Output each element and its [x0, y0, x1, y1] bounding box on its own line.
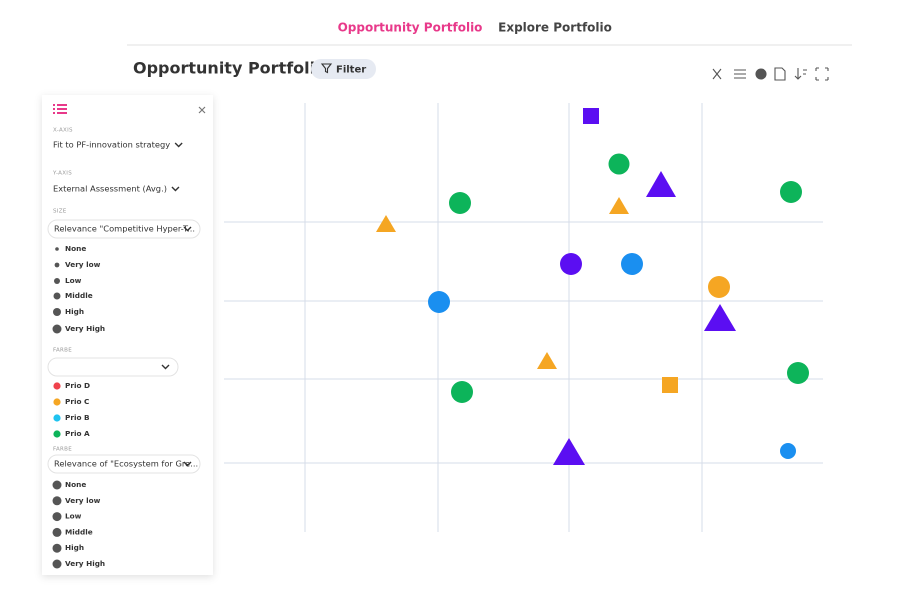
pdf-icon[interactable] — [774, 67, 786, 81]
dropdown[interactable] — [47, 454, 201, 474]
legend-dot — [53, 292, 61, 300]
menu-icon[interactable] — [53, 104, 67, 114]
legend-label: Prio C — [65, 397, 89, 406]
marker-triangle[interactable] — [376, 215, 396, 232]
dropdown[interactable] — [47, 357, 179, 377]
filter-label[interactable]: Filter — [336, 65, 366, 76]
dropdown-value[interactable]: Relevance of "Ecosystem for Gre... — [54, 459, 198, 469]
legend-label: None — [65, 244, 86, 253]
marker-triangle[interactable] — [704, 304, 736, 331]
marker-circle[interactable] — [428, 291, 450, 313]
section-label: FARBE — [53, 447, 72, 453]
legend-label: Very High — [65, 324, 105, 333]
legend-dot — [52, 496, 62, 506]
legend-label: High — [65, 543, 84, 552]
marker-circle[interactable] — [621, 253, 643, 275]
tab[interactable]: Explore Portfolio — [498, 21, 612, 35]
legend-label: Very low — [65, 260, 101, 269]
legend-dot — [52, 324, 62, 334]
marker-square[interactable] — [662, 377, 678, 393]
legend-label: Very High — [65, 559, 105, 568]
legend-label: Middle — [65, 291, 93, 300]
sort-icon[interactable] — [794, 68, 807, 80]
legend-label: Very low — [65, 496, 101, 505]
settings-icon[interactable] — [734, 69, 746, 79]
legend-dot — [55, 247, 59, 251]
dropdown[interactable] — [47, 219, 201, 239]
marker-circle[interactable] — [449, 192, 471, 214]
marker-triangle[interactable] — [646, 171, 676, 197]
sidebar-panel — [42, 95, 213, 575]
legend-dot — [52, 527, 62, 537]
legend-dot — [53, 382, 61, 390]
pie-icon[interactable] — [755, 68, 767, 80]
marker-circle[interactable] — [780, 443, 796, 459]
marker-triangle[interactable] — [553, 438, 585, 465]
legend-dot — [54, 262, 60, 268]
page-title: Opportunity Portfolio — [133, 59, 326, 78]
marker-circle[interactable] — [451, 381, 473, 403]
legend-dot — [53, 414, 61, 422]
legend-dot — [52, 559, 62, 569]
legend-label: Middle — [65, 527, 93, 536]
marker-square[interactable] — [583, 108, 599, 124]
sidebar: X-AXIS Fit to PF-innovation strategy Y-AXI… — [42, 95, 213, 575]
scatter-icon[interactable] — [712, 68, 722, 80]
legend-label: Prio B — [65, 413, 90, 422]
plot-markers — [376, 108, 809, 465]
filter-icon — [320, 63, 333, 74]
legend-dot — [52, 480, 62, 490]
marker-triangle[interactable] — [537, 352, 557, 369]
chevron[interactable] — [183, 226, 192, 232]
marker-circle[interactable] — [608, 153, 630, 175]
marker-circle[interactable] — [560, 253, 582, 275]
legend-label: Prio D — [65, 381, 90, 390]
legend-label: Low — [65, 276, 82, 285]
dropdown-value[interactable]: Relevance "Competitive Hyper-T... — [54, 224, 195, 234]
legend-dot — [52, 512, 62, 522]
section-label: Y-AXIS — [52, 171, 72, 177]
legend-label: Low — [65, 512, 82, 521]
chevron[interactable] — [171, 186, 180, 192]
chevron[interactable] — [183, 461, 192, 467]
section-label: SIZE — [53, 209, 67, 215]
fullscreen-icon[interactable] — [815, 67, 829, 81]
legend-dot — [53, 398, 61, 406]
legend-label: High — [65, 307, 84, 316]
legend-dot — [53, 430, 61, 438]
legend-dot — [53, 308, 61, 316]
dropdown-value[interactable]: External Assessment (Avg.) — [53, 184, 167, 194]
section-label: FARBE — [53, 348, 72, 354]
toolbar — [712, 67, 829, 81]
section-label: X-AXIS — [53, 128, 73, 134]
marker-circle[interactable] — [780, 181, 802, 203]
plot-grid — [224, 103, 823, 532]
legend-dot — [52, 543, 62, 553]
chevron[interactable] — [161, 364, 170, 370]
legend-dot — [54, 278, 60, 284]
chevron[interactable] — [174, 142, 183, 148]
dropdown-value[interactable]: Fit to PF-innovation strategy — [53, 140, 170, 150]
tab-active[interactable]: Opportunity Portfolio — [338, 21, 483, 35]
marker-circle[interactable] — [708, 276, 730, 298]
marker-triangle[interactable] — [609, 197, 629, 214]
close-icon[interactable] — [198, 106, 206, 114]
marker-circle[interactable] — [787, 362, 809, 384]
legend-label: None — [65, 480, 86, 489]
legend-label: Prio A — [65, 429, 90, 438]
